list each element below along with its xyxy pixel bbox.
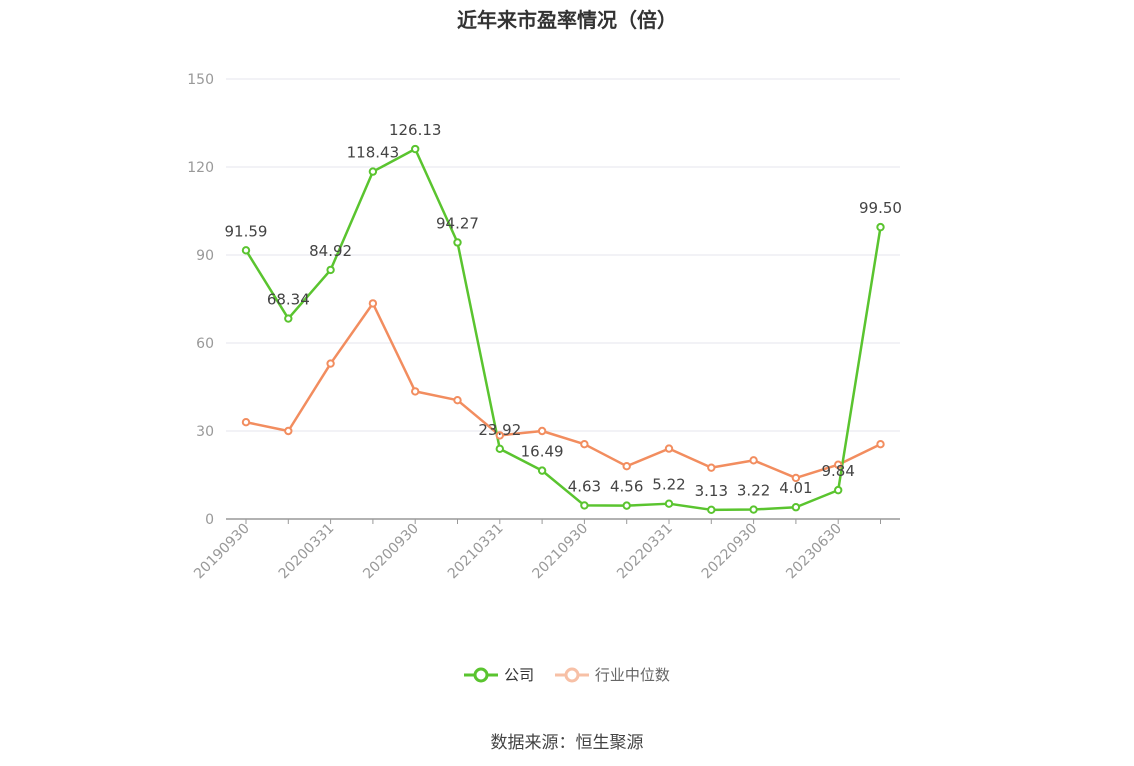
industry-median-point [876, 440, 885, 449]
legend: 公司 行业中位数 [0, 664, 1134, 687]
y-tick-label: 0 [205, 512, 214, 528]
y-tick-label: 90 [196, 248, 214, 264]
data-label: 5.22 [652, 476, 685, 494]
company-point [791, 503, 801, 512]
company-point [537, 466, 547, 475]
company-point [707, 505, 716, 515]
industry-median-point [411, 387, 420, 396]
industry-median-point [791, 473, 801, 483]
industry-median-point [749, 456, 758, 465]
company-point [326, 265, 335, 275]
data-label: 3.13 [695, 482, 728, 500]
company-point [622, 501, 631, 510]
x-axis: 20190930 20200331 20200930 20210331 20210930… [191, 518, 900, 583]
data-label: 99.50 [859, 199, 902, 217]
company-line [244, 147, 882, 512]
company-point [495, 444, 504, 454]
x-tick-label: 20210930 [530, 521, 592, 583]
data-label: 91.59 [225, 222, 268, 240]
company-point [749, 505, 758, 514]
series-points [241, 144, 885, 515]
data-label: 94.27 [436, 214, 479, 232]
legend-label-industry-median: 行业中位数 [594, 666, 670, 684]
legend-label-company: 公司 [504, 666, 535, 684]
data-label: 4.01 [779, 479, 812, 497]
series-lines [244, 147, 882, 512]
data-source: 数据来源：恒生聚源 [490, 733, 644, 753]
industry-median-point [326, 359, 335, 368]
legend-industry-icon [554, 667, 589, 682]
data-label: 3.22 [737, 482, 770, 500]
data-label: 4.56 [610, 478, 643, 496]
data-label: 68.34 [267, 291, 310, 309]
company-point [834, 485, 843, 495]
x-tick-label: 20210331 [445, 521, 507, 583]
x-tick-label: 20220930 [699, 521, 761, 583]
x-tick-label: 20230630 [783, 521, 845, 583]
industry-median-point [580, 440, 589, 449]
data-labels: 91.59 68.34 84.92 118.43 126.13 94.27 23.9216.… [225, 121, 902, 500]
company-point [876, 222, 885, 232]
industry-median-point [241, 418, 251, 427]
chart-title: 近年来市盈率情况（倍） [457, 8, 677, 32]
y-tick-label: 60 [196, 336, 214, 352]
x-tick-label: 20200930 [360, 521, 422, 583]
data-label: 16.49 [521, 443, 564, 461]
industry-median-point [368, 299, 378, 308]
legend-company-icon [464, 667, 499, 682]
industry-median-line [245, 302, 882, 480]
data-label: 23.92 [478, 421, 521, 439]
industry-median-point [453, 396, 462, 405]
industry-median-point [664, 444, 674, 453]
industry-median-point [495, 431, 504, 440]
data-label: 126.13 [389, 121, 442, 139]
legend-item-industry-median[interactable]: 行业中位数 [554, 664, 670, 685]
industry-median-point [834, 460, 843, 469]
y-tick-label: 150 [187, 72, 214, 88]
company-point [241, 246, 251, 255]
company-point [580, 501, 589, 510]
industry-median-point [622, 462, 631, 471]
industry-median-point [707, 463, 716, 472]
data-label: 4.63 [568, 477, 601, 495]
y-tick-label: 120 [187, 160, 214, 176]
company-point [664, 499, 674, 508]
x-tick-label: 20220331 [614, 521, 676, 583]
company-point [411, 144, 420, 154]
y-tick-label: 30 [196, 424, 214, 440]
company-point [368, 167, 378, 176]
company-point [284, 314, 293, 323]
legend-item-company[interactable]: 公司 [464, 664, 534, 685]
industry-median-point [284, 426, 293, 436]
industry-median-point [537, 426, 547, 436]
x-tick-label: 20200331 [276, 521, 338, 583]
company-point [453, 238, 462, 247]
data-label: 9.84 [821, 462, 854, 480]
y-axis-ticks: 0 30 60 90 120 150 [187, 72, 214, 528]
x-tick-label: 20190930 [191, 521, 253, 583]
data-label: 84.92 [309, 242, 352, 260]
data-label: 118.43 [347, 144, 400, 162]
